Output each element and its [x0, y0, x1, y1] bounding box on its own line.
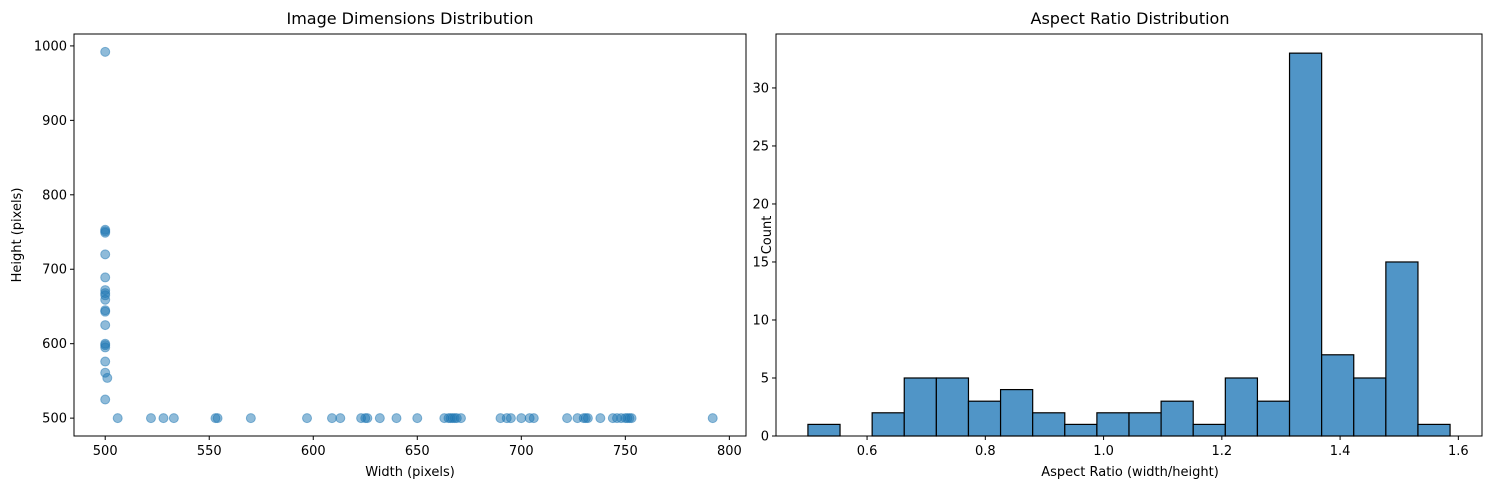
scatter-point — [335, 413, 346, 424]
histogram-bar — [1128, 412, 1162, 437]
scatter-point — [100, 320, 111, 331]
scatter-point — [326, 413, 337, 424]
histogram-bar — [1256, 400, 1291, 437]
histogram-x-tick-label: 0.8 — [975, 444, 996, 459]
histogram-y-label: Count — [760, 216, 775, 255]
scatter-point — [145, 413, 156, 424]
histogram-x-tick-label: 0.6 — [857, 444, 878, 459]
scatter-y-tick-label: 700 — [42, 263, 67, 278]
scatter-plot-area — [74, 34, 746, 436]
scatter-points — [100, 46, 718, 424]
histogram-bar — [1288, 52, 1323, 437]
scatter-point — [102, 372, 113, 383]
scatter-point — [168, 413, 179, 424]
histogram-bar — [1032, 412, 1066, 437]
histogram-bar — [967, 400, 1002, 437]
scatter-y-tick-label: 800 — [42, 188, 67, 203]
histogram-bar — [999, 388, 1034, 437]
scatter-x-tick-label: 500 — [93, 444, 118, 459]
scatter-x-ticks: 500 550 600 650 700 750 800 — [93, 436, 742, 459]
scatter-x-tick-label: 750 — [613, 444, 638, 459]
histogram-y-tick-label: 15 — [752, 255, 769, 270]
histogram-bar — [1192, 423, 1226, 437]
histogram-bars — [807, 52, 1451, 437]
scatter-point — [158, 413, 169, 424]
scatter-point — [100, 342, 111, 353]
scatter-point — [562, 413, 573, 424]
scatter-point — [100, 306, 111, 317]
scatter-y-tick-label: 500 — [42, 412, 67, 427]
histogram-y-tick-label: 25 — [752, 139, 769, 154]
scatter-x-tick-label: 700 — [509, 444, 534, 459]
scatter-point — [505, 413, 516, 424]
scatter-x-tick-label: 600 — [301, 444, 326, 459]
histogram-bar — [935, 377, 970, 437]
scatter-y-tick-label: 600 — [42, 337, 67, 352]
scatter-x-tick-label: 800 — [717, 444, 742, 459]
histogram-bar — [903, 377, 937, 437]
scatter-x-tick-label: 650 — [405, 444, 430, 459]
scatter-panel: Image Dimensions Distribution 500 550 600 6… — [10, 9, 747, 480]
scatter-point — [100, 272, 111, 283]
scatter-point — [100, 249, 111, 260]
scatter-point — [412, 413, 423, 424]
scatter-frame — [73, 33, 747, 437]
histogram-title: Aspect Ratio Distribution — [1031, 9, 1230, 28]
scatter-point — [302, 413, 313, 424]
scatter-point — [100, 294, 111, 305]
scatter-title: Image Dimensions Distribution — [286, 9, 533, 28]
histogram-bar — [1224, 377, 1259, 437]
histogram-frame — [775, 33, 1483, 437]
scatter-point — [626, 413, 637, 424]
scatter-point — [582, 413, 593, 424]
scatter-point — [100, 356, 111, 367]
scatter-point — [455, 413, 466, 424]
histogram-plot-area — [776, 34, 1482, 436]
scatter-point — [100, 46, 111, 57]
histogram-y-tick-label: 0 — [761, 430, 769, 445]
histogram-bar — [1096, 412, 1130, 437]
scatter-point — [100, 394, 111, 405]
scatter-point — [374, 413, 385, 424]
histogram-y-ticks: 0 5 10 15 20 25 30 — [752, 81, 776, 445]
histogram-x-tick-label: 1.0 — [1093, 444, 1114, 459]
histogram-bar — [1321, 354, 1355, 437]
histogram-y-tick-label: 10 — [752, 313, 769, 328]
scatter-point — [212, 413, 223, 424]
histogram-x-tick-label: 1.4 — [1330, 444, 1351, 459]
scatter-y-label: Height (pixels) — [10, 188, 25, 283]
scatter-point — [516, 413, 527, 424]
scatter-point — [528, 413, 539, 424]
scatter-y-tick-label: 900 — [42, 114, 67, 129]
scatter-x-label: Width (pixels) — [365, 465, 455, 480]
histogram-bar — [1385, 261, 1419, 437]
scatter-point — [391, 413, 402, 424]
scatter-x-tick-label: 550 — [197, 444, 222, 459]
histogram-bar — [1353, 377, 1387, 437]
histogram-bar — [1417, 423, 1451, 437]
histogram-bar — [1064, 423, 1098, 437]
scatter-point — [245, 413, 256, 424]
histogram-panel: Aspect Ratio Distribution 0.6 0.8 1.0 1.2 1.… — [752, 9, 1483, 480]
scatter-y-tick-label: 1000 — [34, 39, 67, 54]
histogram-bar — [871, 412, 905, 437]
scatter-y-ticks: 500 600 700 800 900 1000 — [34, 39, 74, 427]
histogram-y-tick-label: 20 — [752, 197, 769, 212]
histogram-y-tick-label: 5 — [761, 371, 769, 386]
histogram-x-ticks: 0.6 0.8 1.0 1.2 1.4 1.6 — [857, 436, 1469, 459]
histogram-bar — [807, 423, 841, 437]
scatter-point — [112, 413, 123, 424]
histogram-bar — [1160, 400, 1194, 437]
histogram-x-tick-label: 1.6 — [1448, 444, 1469, 459]
scatter-point — [595, 413, 606, 424]
histogram-x-label: Aspect Ratio (width/height) — [1041, 465, 1219, 480]
scatter-point — [362, 413, 373, 424]
scatter-point — [707, 413, 718, 424]
scatter-point — [100, 227, 111, 238]
histogram-y-tick-label: 30 — [752, 81, 769, 96]
histogram-x-tick-label: 1.2 — [1211, 444, 1232, 459]
